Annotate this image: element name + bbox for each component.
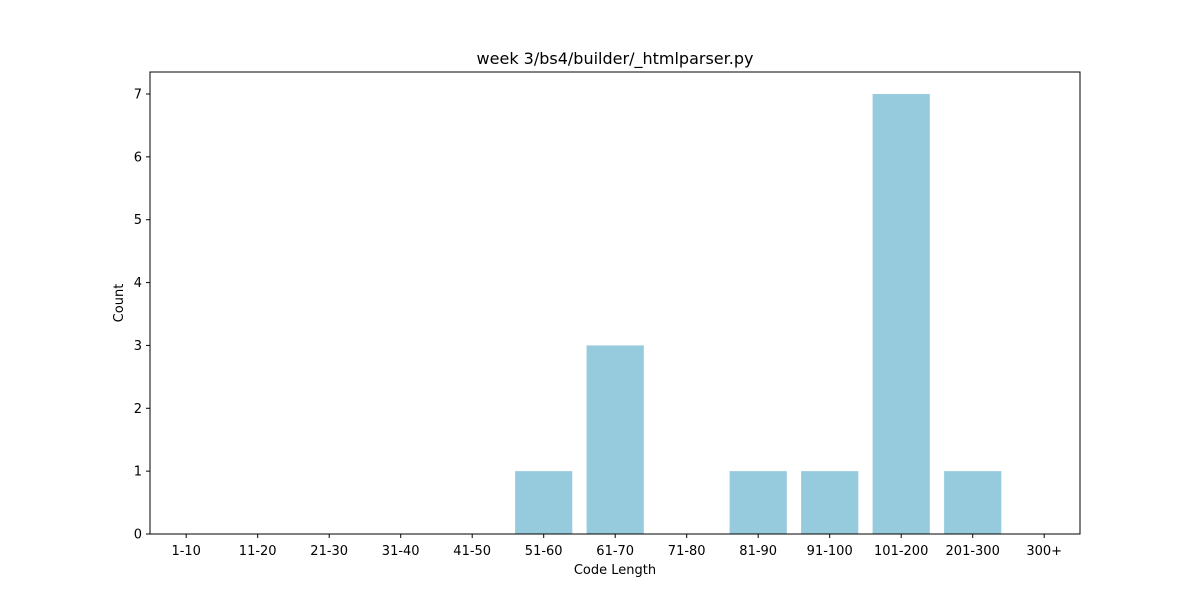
- y-tick-label: 0: [134, 528, 142, 543]
- bar-201-300: [944, 471, 1002, 534]
- x-tick-label: 11-20: [239, 544, 277, 559]
- bar-61-70: [586, 345, 644, 534]
- y-tick-label: 2: [134, 402, 142, 417]
- y-axis-label: Count: [112, 284, 127, 323]
- x-tick-label: 300+: [1026, 544, 1062, 559]
- y-tick-label: 7: [134, 88, 142, 103]
- y-axis-ticks: 0 1 2 3 4 5 6 7: [134, 88, 150, 543]
- chart-title: week 3/bs4/builder/_htmlparser.py: [477, 49, 754, 69]
- x-tick-label: 81-90: [739, 544, 777, 559]
- x-tick-label: 101-200: [874, 544, 928, 559]
- bar-101-200: [872, 94, 930, 534]
- y-tick-label: 1: [134, 465, 142, 480]
- x-tick-label: 201-300: [946, 544, 1000, 559]
- x-axis-ticks: 1-10 11-20 21-30 31-40 41-50 51-60 61-70 71-80 8…: [171, 534, 1062, 559]
- bars-group: [515, 94, 1002, 534]
- x-tick-label: 61-70: [596, 544, 634, 559]
- y-tick-label: 6: [134, 150, 142, 165]
- x-tick-label: 71-80: [668, 544, 706, 559]
- y-tick-label: 3: [134, 339, 142, 354]
- x-tick-label: 31-40: [382, 544, 420, 559]
- x-tick-label: 51-60: [525, 544, 563, 559]
- y-tick-label: 4: [134, 276, 142, 291]
- x-tick-label: 91-100: [807, 544, 853, 559]
- bar-51-60: [515, 471, 573, 534]
- x-tick-label: 41-50: [453, 544, 491, 559]
- bar-81-90: [729, 471, 787, 534]
- x-tick-label: 21-30: [310, 544, 348, 559]
- bar-91-100: [801, 471, 859, 534]
- x-tick-label: 1-10: [171, 544, 201, 559]
- x-axis-label: Code Length: [574, 563, 656, 578]
- y-tick-label: 5: [134, 213, 142, 228]
